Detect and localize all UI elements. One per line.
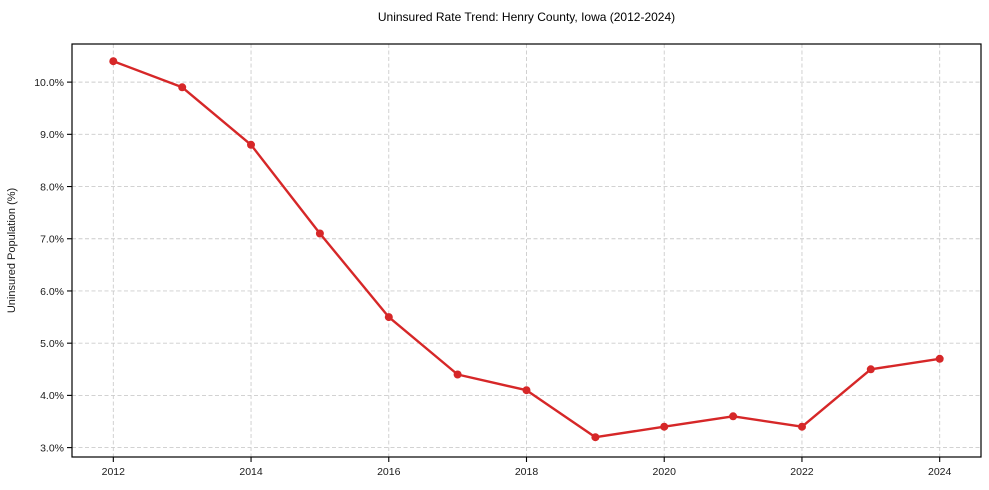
y-tick-label: 7.0% — [40, 234, 64, 246]
y-tick-label: 8.0% — [40, 181, 64, 193]
x-tick-label: 2018 — [515, 466, 539, 478]
y-axis-label: Uninsured Population (%) — [6, 188, 18, 313]
data-point — [384, 313, 393, 322]
y-tick-label: 10.0% — [34, 77, 64, 89]
y-tick-label: 5.0% — [40, 338, 64, 350]
data-point — [522, 386, 531, 395]
x-axis-ticks: 2012 2014 2016 2018 2020 2022 2024 — [102, 457, 952, 478]
x-tick-label: 2016 — [377, 466, 401, 478]
x-tick-label: 2022 — [790, 466, 814, 478]
data-point — [453, 370, 462, 379]
data-point — [866, 365, 875, 374]
x-tick-label: 2024 — [928, 466, 952, 478]
data-point — [729, 412, 738, 421]
chart-title: Uninsured Rate Trend: Henry County, Iowa… — [378, 10, 675, 24]
data-point — [935, 354, 944, 363]
y-tick-label: 3.0% — [40, 442, 64, 454]
data-point — [591, 433, 600, 442]
y-tick-label: 4.0% — [40, 390, 64, 402]
data-point — [660, 422, 669, 431]
x-tick-label: 2014 — [239, 466, 263, 478]
data-point — [178, 83, 187, 92]
data-point — [315, 229, 324, 238]
data-point — [247, 140, 255, 149]
y-axis-ticks: 3.0% 4.0% 5.0% 6.0% 7.0% 8.0% 9.0% 10.0% — [34, 77, 72, 454]
gridlines — [72, 44, 981, 457]
y-tick-label: 9.0% — [40, 129, 64, 141]
data-series — [109, 57, 944, 442]
x-tick-label: 2020 — [653, 466, 677, 478]
data-point — [798, 422, 806, 431]
x-tick-label: 2012 — [102, 466, 126, 478]
data-point — [109, 57, 118, 66]
y-tick-label: 6.0% — [40, 286, 64, 298]
